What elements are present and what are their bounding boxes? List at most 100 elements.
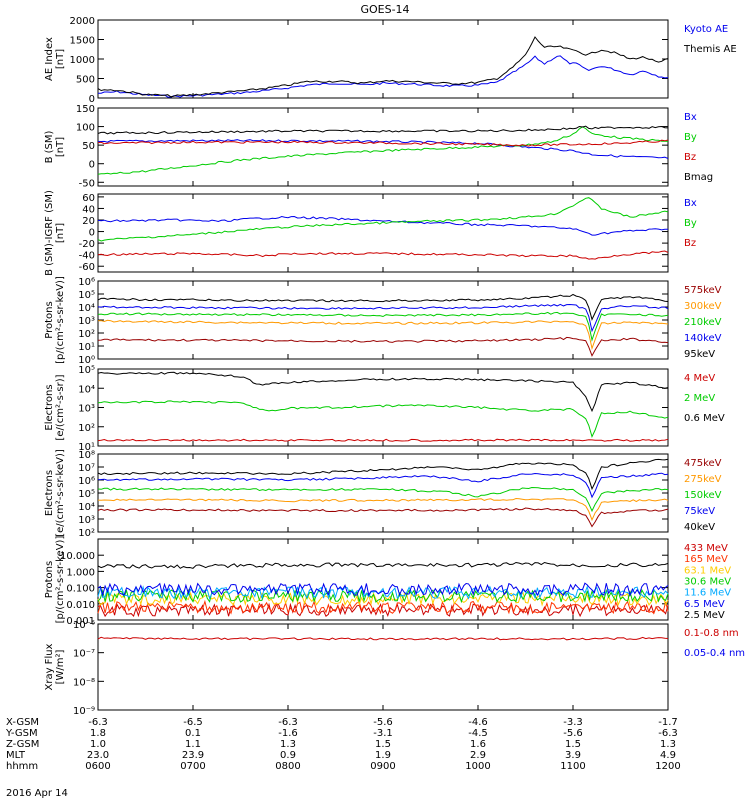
x-axis-value: 2.9: [470, 750, 486, 761]
y-axis-label: [p/(cm²-s-sr-keV)]: [55, 536, 66, 624]
legend-entry: 210keV: [684, 317, 722, 328]
x-axis-value: 0900: [370, 761, 395, 772]
series-line: [97, 602, 669, 618]
x-axis-table: X-GSM -6.3 -6.5 -6.3 -5.6 -4.6 -3.3 -1.7 Y-GSM 1.…: [5, 717, 681, 772]
y-axis-label: [nT]: [55, 137, 66, 157]
y-tick-label: -20: [79, 239, 95, 250]
legend-entry: 2 MeV: [684, 393, 715, 404]
series-line: [97, 507, 669, 528]
y-tick-label: 10³: [78, 316, 95, 327]
y-tick-label: 0.100: [66, 584, 95, 595]
legend-entry: 6.5 MeV: [684, 599, 725, 610]
x-axis-row-label: Y-GSM: [5, 728, 38, 739]
x-axis-value: -6.3: [658, 728, 678, 739]
x-axis-value: 23.9: [182, 750, 204, 761]
legend-entry: Bx: [684, 198, 697, 209]
legend-entry: 40keV: [684, 522, 715, 533]
legend-entry: 300keV: [684, 301, 722, 312]
y-tick-label: -40: [79, 251, 95, 262]
y-tick-label: 1.000: [66, 567, 95, 578]
series-line: [97, 197, 669, 242]
panel-4: 10⁰ 10¹ 10² 10³ 10⁴ 10⁵ 10⁶ Protons [p/(cm²-s-sr…: [44, 276, 722, 366]
y-tick-label: 1000: [70, 55, 95, 66]
legend-entry: 4 MeV: [684, 373, 715, 384]
x-axis-row-label: MLT: [6, 750, 26, 761]
legend-entry: 0.1-0.8 nm: [684, 628, 739, 639]
x-axis-value: -5.6: [373, 717, 393, 728]
x-axis-value: -6.5: [183, 717, 203, 728]
x-axis-value: -6.3: [278, 717, 298, 728]
panel-frame: [97, 623, 669, 711]
legend-entry: Bx: [684, 112, 697, 123]
legend-entry: Bz: [684, 152, 696, 163]
legend-entry: 575keV: [684, 285, 722, 296]
series-line: [97, 303, 669, 333]
y-axis-label: [W/m²]: [55, 649, 66, 684]
y-tick-label: 10¹: [78, 442, 95, 453]
y-axis-label: [nT]: [55, 223, 66, 243]
y-tick-label: 10⁵: [78, 365, 95, 376]
y-tick-label: 10⁰: [78, 355, 95, 366]
y-tick-label: 10¹: [78, 342, 95, 353]
x-axis-value: -4.6: [468, 717, 488, 728]
legend-entry: 475keV: [684, 458, 722, 469]
y-tick-label: 150: [76, 104, 95, 115]
y-tick-label: 10⁻⁸: [73, 677, 95, 688]
series-line: [97, 582, 669, 598]
y-tick-label: 10⁻⁶: [73, 620, 95, 631]
x-axis-value: 3.9: [565, 750, 581, 761]
legend-entry: Bz: [684, 238, 696, 249]
x-axis-value: 0.9: [280, 750, 296, 761]
y-tick-label: 10⁴: [78, 303, 95, 314]
series-line: [97, 139, 669, 159]
y-tick-label: 10⁵: [78, 489, 95, 500]
y-axis-label: B (SM): [44, 130, 55, 163]
y-tick-label: 2000: [70, 16, 95, 27]
y-tick-label: 10.000: [60, 551, 95, 562]
y-tick-label: 10⁷: [78, 463, 95, 474]
y-tick-label: 10²: [78, 329, 95, 340]
panel-5: 10¹ 10² 10³ 10⁴ 10⁵ Electrons [e/(cm²-s-sr)] 4 …: [44, 365, 725, 453]
x-axis-value: -4.5: [468, 728, 488, 739]
legend-entry: 0.6 MeV: [684, 413, 725, 424]
legend-entry: 275keV: [684, 474, 722, 485]
y-axis-label: [e/(cm²-s-sr)]: [55, 374, 66, 440]
x-axis-value: -3.3: [563, 717, 583, 728]
y-tick-label: 40: [82, 204, 95, 215]
series-line: [97, 599, 669, 615]
x-axis-value: 0800: [275, 761, 300, 772]
x-axis-value: 23.0: [87, 750, 109, 761]
series-line: [97, 472, 669, 499]
y-tick-label: 10²: [78, 528, 95, 539]
series-line: [97, 215, 669, 236]
legend-entry: Bmag: [684, 172, 713, 183]
series-line: [97, 486, 669, 513]
panel-frame: [97, 193, 669, 273]
y-tick-label: 0.010: [66, 600, 95, 611]
x-axis-value: 1000: [465, 761, 490, 772]
legend-entry: 0.05-0.4 nm: [684, 648, 745, 659]
panel-frame: [97, 453, 669, 533]
legend-entry: By: [684, 132, 697, 143]
series-line: [97, 125, 669, 135]
x-axis-value: 0600: [85, 761, 110, 772]
x-axis-value: -1.6: [278, 728, 298, 739]
x-axis-value: -3.1: [373, 728, 393, 739]
series-line: [97, 293, 669, 321]
x-axis-value: 1.5: [565, 739, 581, 750]
panel-frame: [97, 107, 669, 187]
y-axis-label: Electrons: [44, 470, 55, 516]
x-axis-value: 4.9: [660, 750, 676, 761]
x-axis-value: 1.8: [90, 728, 106, 739]
y-axis-label: [p/(cm²-s-sr-keV)]: [55, 276, 66, 364]
series-line: [97, 311, 669, 342]
series-line: [97, 458, 669, 491]
legend-entry: Themis AE: [683, 44, 737, 55]
legend-entry: 2.5 MeV: [684, 610, 725, 621]
series-line: [97, 36, 669, 98]
x-axis-value: 0.1: [185, 728, 201, 739]
y-axis-label: AE Index: [44, 37, 55, 81]
